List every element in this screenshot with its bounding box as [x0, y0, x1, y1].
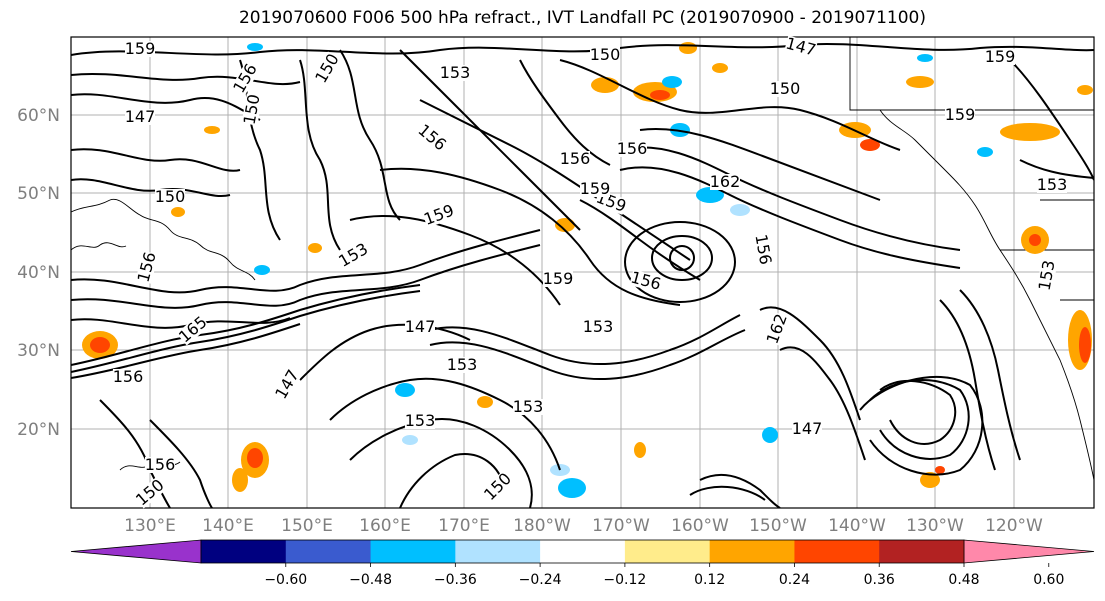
lon-label: 170°E [438, 516, 490, 536]
contour-label: 159 [580, 179, 611, 198]
lon-label: 150°E [281, 516, 333, 536]
lon-label: 170°W [592, 516, 650, 536]
contour-label: 150 [590, 45, 621, 64]
refractivity-shading [82, 42, 1093, 498]
colorbar-segment [624, 540, 711, 563]
svg-text:159: 159 [543, 269, 574, 288]
svg-text:147: 147 [405, 317, 436, 336]
contour-label: 156 [751, 233, 775, 266]
contour-label: 153 [447, 355, 478, 374]
contour-label: 150 [770, 79, 801, 98]
colorbar-tick-label: 0.12 [694, 572, 725, 588]
colorbar-segment [285, 540, 372, 563]
colorbar-segment [370, 540, 456, 563]
contour-label: 153 [583, 317, 614, 336]
contour-label: 159 [945, 105, 976, 124]
lat-label: 50°N [17, 184, 60, 204]
colorbar-segment [794, 540, 880, 563]
contour-label: 153 [1037, 175, 1068, 194]
svg-text:156: 156 [113, 367, 144, 386]
colorbar-segment [455, 540, 541, 563]
svg-text:147: 147 [125, 107, 156, 126]
lon-label: 120°W [985, 516, 1043, 536]
contour-label: 150 [155, 187, 186, 206]
colorbar-tick-label: 0.48 [948, 572, 979, 588]
svg-text:153: 153 [405, 411, 436, 430]
lon-label: 160°W [671, 516, 729, 536]
contour-label: 156 [145, 455, 176, 474]
svg-text:162: 162 [710, 172, 741, 191]
colorbar-segment [201, 540, 287, 563]
lon-label: 130°W [906, 516, 964, 536]
map-title: 2019070600 F006 500 hPa refract., IVT La… [238, 8, 926, 28]
lon-label: 130°E [124, 516, 176, 536]
svg-text:153: 153 [1037, 175, 1068, 194]
lon-label: 140°W [828, 516, 886, 536]
svg-text:147: 147 [792, 419, 823, 438]
lon-label: 160°E [359, 516, 411, 536]
contour-label: 156 [560, 149, 591, 168]
contour-label: 147 [405, 317, 436, 336]
lat-label: 30°N [17, 341, 60, 361]
contour-label: 153 [440, 63, 471, 82]
colorbar-tick-label: 0.24 [779, 572, 810, 588]
contour-label: 153 [513, 397, 544, 416]
colorbar-max-extend [963, 539, 1095, 564]
refractivity-contours [71, 42, 1094, 508]
contour-label: 147 [125, 107, 156, 126]
contour-label: 159 [125, 39, 156, 58]
svg-text:159: 159 [125, 39, 156, 58]
colorbar-tick-label: −0.36 [434, 572, 477, 588]
colorbar-tick-label: 0.36 [864, 572, 895, 588]
contour-label: 153 [405, 411, 436, 430]
colorbar-tick-label: −0.60 [264, 572, 307, 588]
colorbar-segment [540, 540, 626, 563]
contour-label: 156 [113, 367, 144, 386]
contour-label: 159 [985, 47, 1016, 66]
contour-label: 147 [792, 419, 823, 438]
colorbar-tick-labels: −0.60 −0.48 −0.36 −0.24 −0.12 0.12 0.24 0.36 0.4… [264, 563, 1064, 588]
lon-label: 150°W [749, 516, 807, 536]
contour-label: 156 [617, 139, 648, 158]
lon-label: 140°E [202, 516, 254, 536]
contour-label: 159 [543, 269, 574, 288]
colorbar-tick-label: −0.48 [349, 572, 392, 588]
svg-text:159: 159 [945, 105, 976, 124]
lon-label: 180°W [513, 516, 571, 536]
contour-label: 150 [240, 93, 264, 126]
colorbar-outline [200, 539, 965, 564]
svg-text:156: 156 [145, 455, 176, 474]
svg-text:153: 153 [447, 355, 478, 374]
colorbar-segment [709, 540, 795, 563]
svg-text:156: 156 [617, 139, 648, 158]
contour-label: 153 [1035, 259, 1059, 292]
latitude-labels: 60°N 50°N 40°N 30°N 20°N [17, 106, 60, 440]
map-frame [70, 36, 1095, 509]
svg-text:150: 150 [155, 187, 186, 206]
colorbar [70, 539, 1095, 564]
lat-label: 60°N [17, 106, 60, 126]
svg-text:153: 153 [583, 317, 614, 336]
svg-text:153: 153 [513, 397, 544, 416]
svg-text:153: 153 [440, 63, 471, 82]
svg-text:150: 150 [590, 45, 621, 64]
svg-text:150: 150 [770, 79, 801, 98]
svg-text:159: 159 [985, 47, 1016, 66]
colorbar-tick-label: 0.60 [1033, 572, 1064, 588]
lat-label: 40°N [17, 263, 60, 283]
lat-label: 20°N [17, 420, 60, 440]
colorbar-tick-label: −0.12 [603, 572, 646, 588]
colorbar-segment [879, 540, 965, 563]
colorbar-min-extend [70, 539, 202, 564]
svg-text:159: 159 [580, 179, 611, 198]
contour-label: 162 [710, 172, 741, 191]
svg-text:156: 156 [560, 149, 591, 168]
longitude-labels: 130°E 140°E 150°E 160°E 170°E 180°W 170°W 160°W… [124, 516, 1043, 536]
colorbar-tick-label: −0.24 [519, 572, 562, 588]
